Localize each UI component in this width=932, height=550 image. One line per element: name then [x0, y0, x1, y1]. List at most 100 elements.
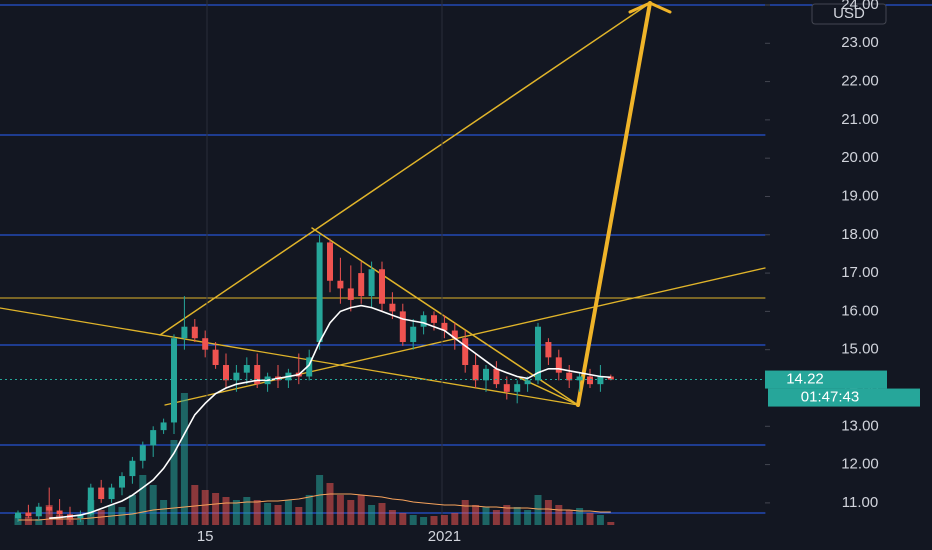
y-tick-label: 11.00 [842, 494, 878, 511]
volume-bar [35, 519, 43, 525]
volume-bar [492, 510, 500, 525]
candle-body [87, 487, 94, 515]
volume-bar [440, 515, 448, 525]
candle-body [483, 368, 489, 381]
volume-bar [378, 503, 386, 525]
volume-bar [295, 507, 303, 525]
candle-body [545, 342, 552, 358]
volume-bar [284, 500, 292, 525]
candle-body [431, 315, 437, 323]
volume-bar [222, 497, 230, 525]
volume-bar [253, 500, 261, 525]
volume-bar [586, 513, 594, 525]
volume-bar [399, 513, 407, 525]
candle-body [337, 280, 344, 289]
volume-bar [336, 495, 344, 525]
candle-body [46, 506, 53, 511]
volume-bar [524, 510, 532, 525]
volume-bar [326, 483, 334, 525]
candle-body [139, 445, 146, 461]
candle-body [524, 380, 531, 385]
volume-bar [503, 505, 511, 525]
candle-body [35, 506, 42, 517]
y-tick-label: 18.00 [841, 226, 879, 243]
candle-body [254, 365, 261, 385]
candle-body [129, 460, 136, 477]
candle-body [514, 384, 521, 392]
y-tick-label: 15.00 [841, 341, 879, 358]
volume-bar [128, 495, 136, 525]
candle-body [451, 330, 458, 339]
price-label: 14.22 [786, 371, 824, 388]
y-tick-label: 19.00 [841, 187, 879, 204]
candle-body [212, 349, 219, 366]
trend-line [0, 307, 579, 406]
volume-bar [513, 507, 521, 525]
volume-bar [305, 495, 313, 525]
candle-body [472, 365, 479, 381]
volume-bar [149, 485, 157, 525]
currency: USD [833, 5, 865, 22]
arrow [576, 1, 652, 407]
candle-body [535, 326, 541, 381]
volume-bar [232, 500, 240, 525]
volume-ma-line [18, 493, 611, 521]
currency-box[interactable] [811, 3, 887, 25]
candle-body [233, 372, 240, 381]
candle-body [316, 242, 323, 343]
candle-body [420, 315, 427, 327]
candle-body [587, 376, 593, 385]
trend-line [159, 2, 651, 336]
volume-bar [212, 493, 220, 525]
y-tick-label: 24.00 [841, 0, 879, 13]
candle-body [77, 514, 84, 519]
candle-body [171, 338, 177, 423]
volume-bar [201, 490, 209, 525]
volume-bar [264, 503, 272, 525]
volume-bar [534, 495, 542, 525]
volume-bar [243, 497, 251, 525]
volume-bar [108, 505, 116, 525]
candle-body [347, 288, 354, 300]
y-tick-label: 16.00 [841, 302, 879, 319]
candle-body [368, 269, 375, 297]
candle-body [191, 326, 198, 339]
countdown: 01:47:43 [801, 389, 859, 406]
ma-line [49, 304, 611, 519]
price-label-box [765, 370, 887, 389]
candle-body [25, 512, 32, 517]
candle-body [503, 384, 510, 392]
candle-body [119, 476, 125, 488]
candle-body [56, 510, 63, 515]
candle-body [358, 273, 365, 297]
arrow-head [628, 1, 672, 14]
candle-body [150, 430, 157, 446]
volume-bar [409, 515, 417, 525]
candle-body [399, 311, 406, 343]
volume-bar [596, 515, 604, 525]
candle-body [306, 357, 313, 377]
volume-bar [482, 507, 490, 525]
volume-bar [388, 510, 396, 525]
candle-body [160, 422, 167, 431]
candle-body [202, 338, 209, 350]
volume-bar [357, 495, 365, 525]
candle-body [379, 269, 385, 304]
volume-bar [430, 516, 438, 525]
candle-body [576, 376, 583, 381]
volume-bar [472, 505, 480, 525]
candle-body [98, 487, 105, 500]
y-tick-label: 17.00 [841, 264, 879, 281]
y-tick-label: 23.00 [841, 34, 879, 51]
volume-bar [180, 393, 188, 525]
candle-body [566, 372, 573, 381]
volume-bar [274, 505, 282, 525]
candle-body [441, 322, 448, 331]
candle-body [181, 326, 188, 339]
volume-bar [368, 505, 376, 525]
y-tick-label: 12.00 [841, 456, 879, 473]
volume-bar [139, 475, 147, 525]
candle-body [389, 303, 396, 312]
candle-body [243, 365, 250, 373]
volume-bar [544, 500, 552, 525]
